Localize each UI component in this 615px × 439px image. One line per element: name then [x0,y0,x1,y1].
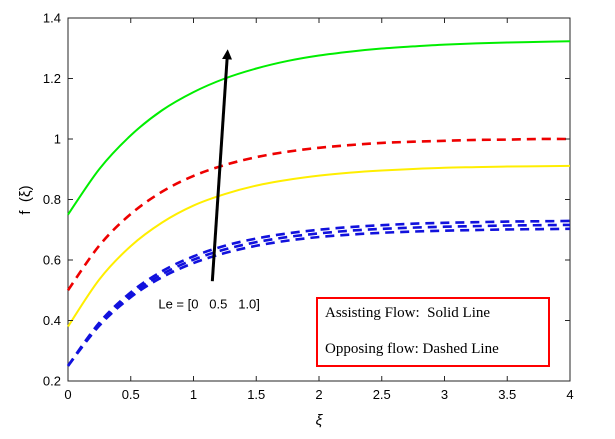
x-tick-label: 2.5 [373,387,391,402]
arrow-layer [210,49,233,282]
series-line-5 [66,223,571,367]
x-axis-label: ξ [316,412,324,429]
series-line-4 [66,227,571,367]
legend-box: Assisting Flow: Solid Line Opposing flow… [316,297,550,367]
series-line-6 [66,219,571,367]
y-tick-label: 1 [54,132,61,147]
le-arrow [210,49,233,282]
y-tick-label: 0.6 [43,253,61,268]
tick-layer: 0 0.5 1 1.5 2 2.5 3 3.5 4 0.2 0.4 0.6 0.8 1 1.2 1.4 [43,11,574,403]
x-tick-label: 3 [441,387,448,402]
series-line-3 [67,164,571,328]
x-tick-label: 1.5 [247,387,265,402]
y-axis-label: f (ξ) [17,185,34,214]
x-tick-label: 0.5 [122,387,140,402]
series-line-2 [66,137,571,291]
x-tick-label: 0 [64,387,71,402]
y-tick-label: 1.4 [43,11,61,26]
x-tick-label: 2 [315,387,322,402]
series-layer [66,40,571,367]
x-tick-label: 3.5 [498,387,516,402]
legend-line-assisting: Assisting Flow: Solid Line [325,305,491,321]
x-tick-label: 1 [190,387,197,402]
series-line-1 [67,40,571,216]
x-tick-label: 4 [566,387,573,402]
y-tick-label: 0.8 [43,192,61,207]
y-tick-label: 1.2 [43,71,61,86]
y-tick-label: 0.4 [43,313,61,328]
legend-line-opposing: Opposing flow: Dashed Line [325,341,499,357]
y-tick-label: 0.2 [43,374,61,389]
le-annotation: Le = [0 0.5 1.0] [158,296,260,311]
